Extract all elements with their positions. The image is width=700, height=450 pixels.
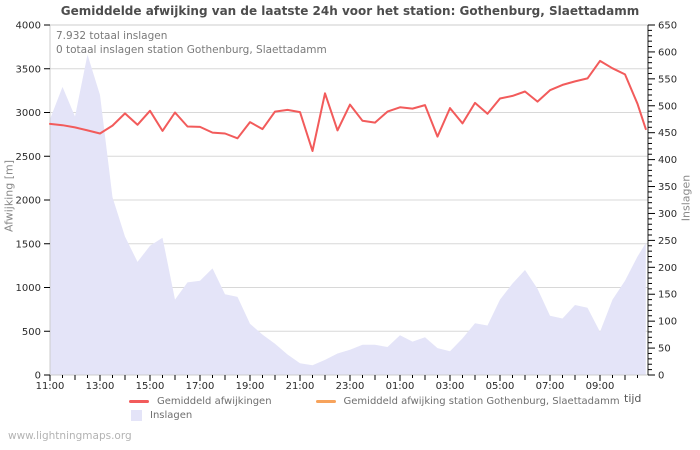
svg-text:150: 150 [658, 290, 677, 301]
x-axis: 11:00 13:00 15:00 17:00 19:00 21:00 23:00 01:00… [36, 375, 638, 392]
svg-text:01:00: 01:00 [386, 381, 415, 392]
left-axis-title: Afwijking [m] [2, 159, 16, 233]
svg-text:450: 450 [658, 128, 677, 139]
svg-text:0: 0 [35, 371, 41, 382]
svg-text:23:00: 23:00 [336, 381, 365, 392]
svg-text:0: 0 [658, 371, 664, 382]
svg-text:650: 650 [658, 21, 677, 32]
svg-text:500: 500 [22, 327, 41, 338]
strikes-area-series [50, 54, 646, 375]
watermark-link[interactable]: www.lightningmaps.org [8, 430, 132, 442]
svg-text:2500: 2500 [16, 152, 41, 163]
right-axis: 0 50 100 150 200 250 300 350 400 450 500 550 600 650 [648, 21, 677, 382]
svg-text:19:00: 19:00 [236, 381, 265, 392]
legend-label-strikes: Inslagen [150, 410, 193, 421]
station-total-strikes-annotation: 0 totaal inslagen station Gothenburg, Sl… [56, 44, 327, 56]
svg-text:50: 50 [658, 344, 671, 355]
svg-text:400: 400 [658, 155, 677, 166]
right-axis-title: Inslagen [679, 174, 693, 222]
svg-text:300: 300 [658, 209, 677, 220]
chart-title: Gemiddelde afwijking van de laatste 24h … [60, 4, 640, 18]
svg-text:550: 550 [658, 74, 677, 85]
svg-text:200: 200 [658, 263, 677, 274]
svg-text:17:00: 17:00 [186, 381, 215, 392]
station-deviation-line-swatch-icon [315, 400, 336, 403]
svg-text:09:00: 09:00 [586, 381, 615, 392]
svg-text:15:00: 15:00 [136, 381, 165, 392]
svg-text:100: 100 [658, 317, 677, 328]
legend-row-1: Gemiddeld afwijkingen Gemiddeld afwijkin… [129, 396, 620, 407]
svg-text:11:00: 11:00 [36, 381, 65, 392]
svg-text:05:00: 05:00 [486, 381, 515, 392]
svg-text:2000: 2000 [16, 196, 41, 207]
legend-row-2: Inslagen [131, 410, 192, 421]
x-axis-title: tijd [624, 392, 642, 405]
strikes-area-swatch-icon [131, 410, 142, 421]
svg-text:250: 250 [658, 236, 677, 247]
svg-text:1000: 1000 [16, 283, 41, 294]
svg-text:21:00: 21:00 [286, 381, 315, 392]
left-axis: 0 500 1000 1500 2000 2500 3000 3500 4000 [16, 21, 50, 382]
svg-text:3500: 3500 [16, 64, 41, 75]
svg-text:07:00: 07:00 [536, 381, 565, 392]
legend-label-station-deviation: Gemiddeld afwijking station Gothenburg, … [343, 396, 620, 407]
svg-text:600: 600 [658, 47, 677, 58]
svg-text:03:00: 03:00 [436, 381, 465, 392]
svg-text:3000: 3000 [16, 108, 41, 119]
svg-text:500: 500 [658, 101, 677, 112]
svg-text:13:00: 13:00 [86, 381, 115, 392]
svg-text:4000: 4000 [16, 21, 41, 32]
avg-deviation-line-swatch-icon [129, 400, 149, 403]
legend-label-avg-deviation: Gemiddeld afwijkingen [157, 396, 272, 407]
avg-deviation-line-series [49, 59, 647, 152]
total-strikes-annotation: 7.932 totaal inslagen [56, 30, 168, 42]
svg-text:350: 350 [658, 182, 677, 193]
svg-text:1500: 1500 [16, 239, 41, 250]
